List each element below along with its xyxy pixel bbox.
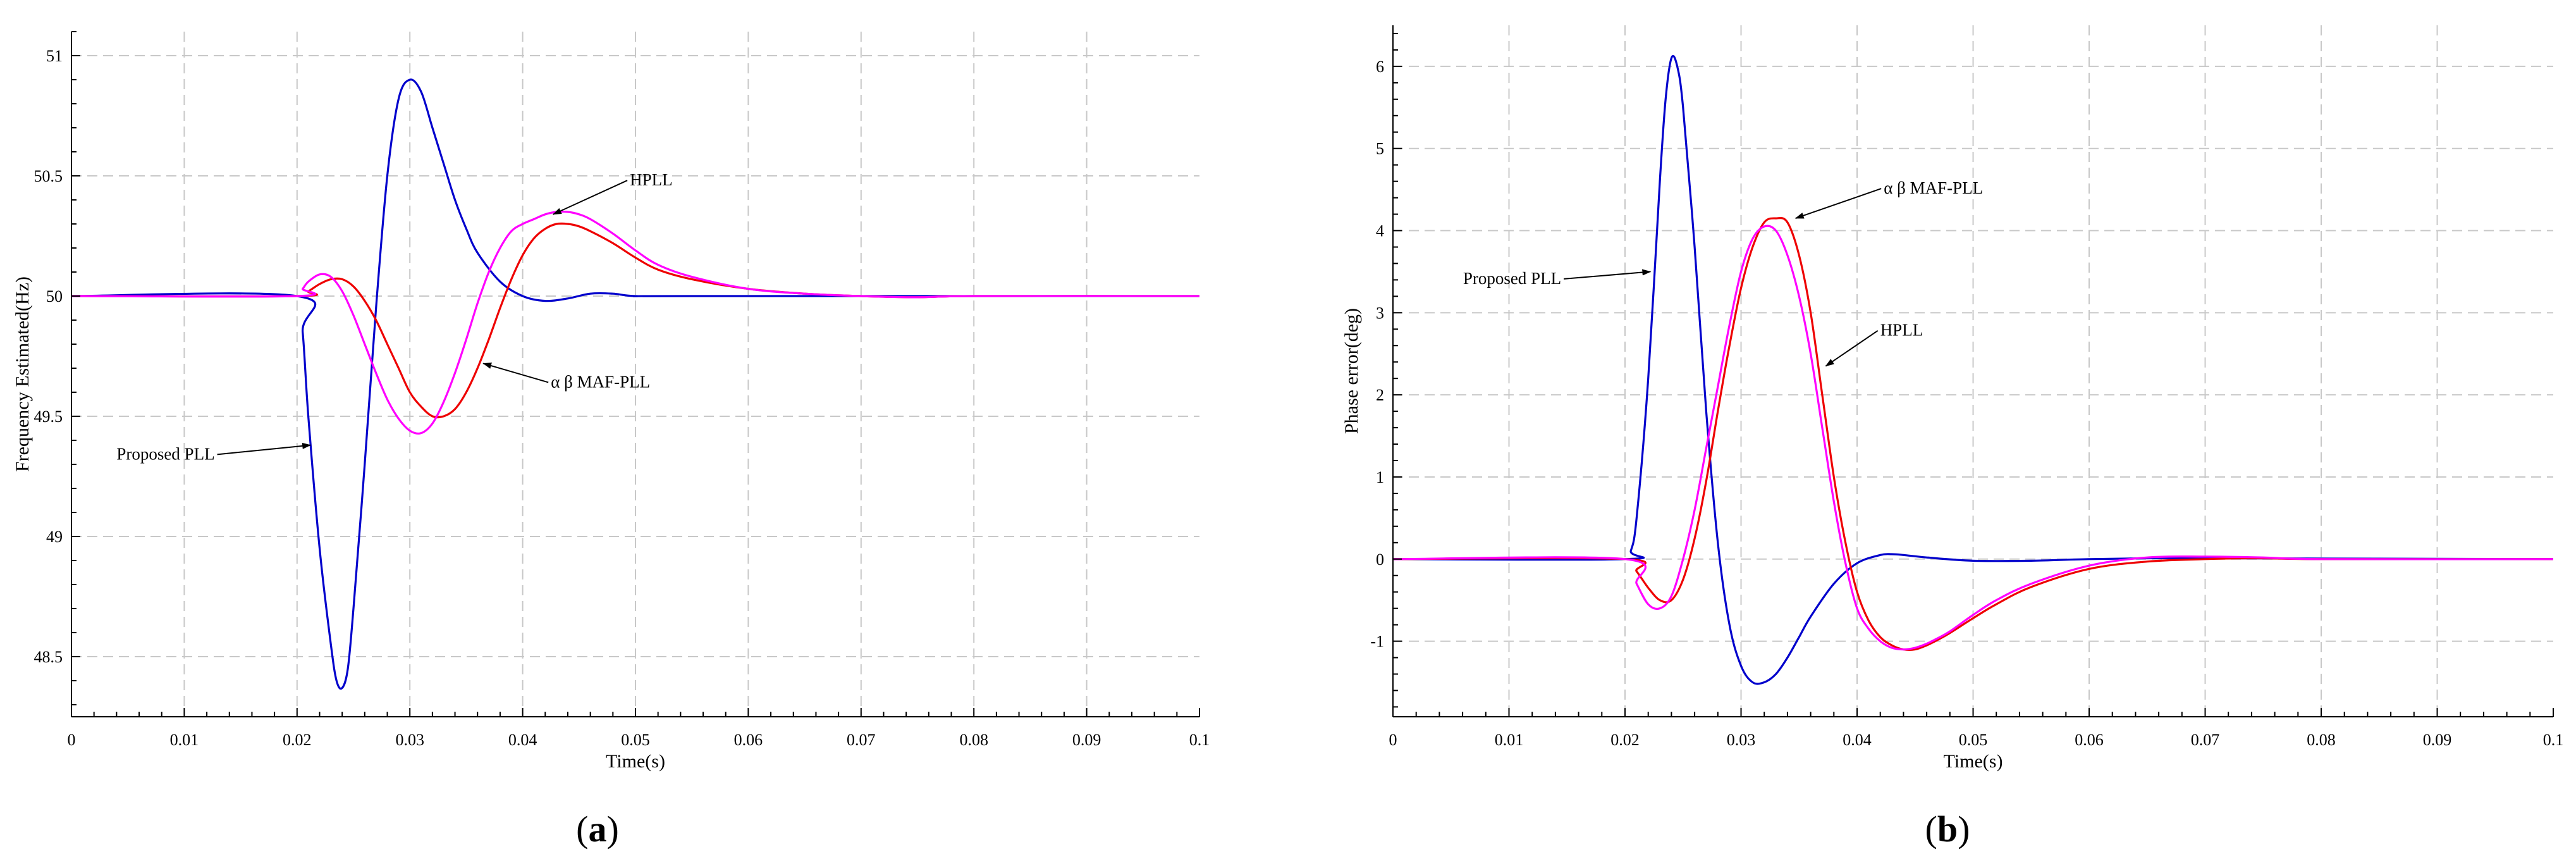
y-tick-label: 51 [46, 47, 63, 65]
y-tick-label: -1 [1370, 633, 1384, 651]
panel-label: (b) [1925, 808, 1970, 850]
panel-label-close: ) [607, 808, 619, 850]
panel-label-letter: b [1937, 808, 1958, 850]
annotation-label: HPLL [1880, 321, 1923, 340]
annotation-arrow [1563, 269, 1652, 280]
series-line-0 [1392, 54, 2554, 685]
x-tick-label: 0.01 [1495, 731, 1524, 749]
annotation-arrow [552, 180, 628, 215]
y-tick-label: 4 [1376, 222, 1384, 240]
x-tick-label: 0.02 [283, 731, 312, 749]
y-tick-label: 48.5 [34, 648, 63, 666]
chart-b: 0 0.01 0.02 0.03 0.04 0.05 0.06 0.07 0.08 0.09 0.1… [1341, 25, 2563, 850]
panel-label-open: ( [576, 808, 588, 850]
x-tick-label: 0.1 [2543, 731, 2564, 749]
y-tick-label: 50 [46, 287, 63, 306]
x-axis-title: Time(s) [606, 751, 665, 772]
x-tick-label: 0.05 [621, 731, 650, 749]
x-tick-label: 0.09 [2423, 731, 2452, 749]
panel-label-close: ) [1958, 808, 1970, 850]
x-tick-label: 0.07 [2191, 731, 2220, 749]
y-tick-label: 0 [1376, 550, 1384, 569]
series-line-1 [1392, 216, 2554, 651]
grid [1393, 25, 2553, 717]
x-tick-label: 0.06 [2075, 731, 2104, 749]
annotation-label: Proposed PLL [116, 444, 214, 463]
x-tick-label: 0.04 [508, 731, 537, 749]
x-tick-label: 0.06 [734, 731, 763, 749]
series-line-0 [71, 78, 1199, 690]
panel-label-open: ( [1925, 808, 1937, 850]
annotation-arrow [482, 362, 549, 383]
x-tick-label: 0.05 [1959, 731, 1988, 749]
annotation-label: α β MAF-PLL [551, 372, 650, 391]
x-axis-title: Time(s) [1944, 751, 2003, 772]
x-tick-label: 0 [68, 731, 76, 749]
y-tick-label: 5 [1376, 140, 1384, 158]
annotation-arrow [1794, 188, 1882, 219]
x-tick-label: 0.09 [1072, 731, 1101, 749]
y-tick-label: 1 [1376, 468, 1384, 486]
series-line-2 [71, 210, 1200, 435]
annotation-label: HPLL [630, 170, 673, 189]
grid [71, 32, 1199, 717]
x-tick-label: 0.01 [170, 731, 199, 749]
x-tick-label: 0.1 [1189, 731, 1210, 749]
panel-label: (a) [576, 808, 619, 850]
y-tick-label: 49.5 [34, 407, 63, 426]
series-line-2 [1392, 225, 2554, 651]
x-tick-label: 0.07 [847, 731, 876, 749]
y-tick-label: 49 [46, 528, 63, 546]
x-tick-label: 0 [1389, 731, 1397, 749]
x-tick-label: 0.04 [1843, 731, 1872, 749]
y-axis-title: Phase error(deg) [1341, 308, 1362, 434]
x-tick-label: 0.03 [1727, 731, 1756, 749]
y-axis-title: Frequency Estimated(Hz) [12, 276, 33, 472]
x-tick-label: 0.02 [1610, 731, 1640, 749]
annotation-arrow [217, 442, 312, 455]
annotation-label: α β MAF-PLL [1884, 178, 1983, 197]
y-tick-label: 6 [1376, 58, 1384, 76]
x-tick-label: 0.03 [395, 731, 424, 749]
annotation-arrow [1825, 330, 1879, 367]
x-tick-label: 0.08 [959, 731, 988, 749]
y-tick-label: 50.5 [34, 167, 63, 185]
y-tick-label: 3 [1376, 304, 1384, 322]
x-tick-label: 0.08 [2307, 731, 2336, 749]
annotation-label: Proposed PLL [1463, 269, 1561, 288]
y-tick-label: 2 [1376, 386, 1384, 404]
chart-a: 0 0.01 0.02 0.03 0.04 0.05 0.06 0.07 0.08 0.09 0.1… [12, 31, 1210, 850]
panel-label-letter: a [589, 808, 607, 850]
